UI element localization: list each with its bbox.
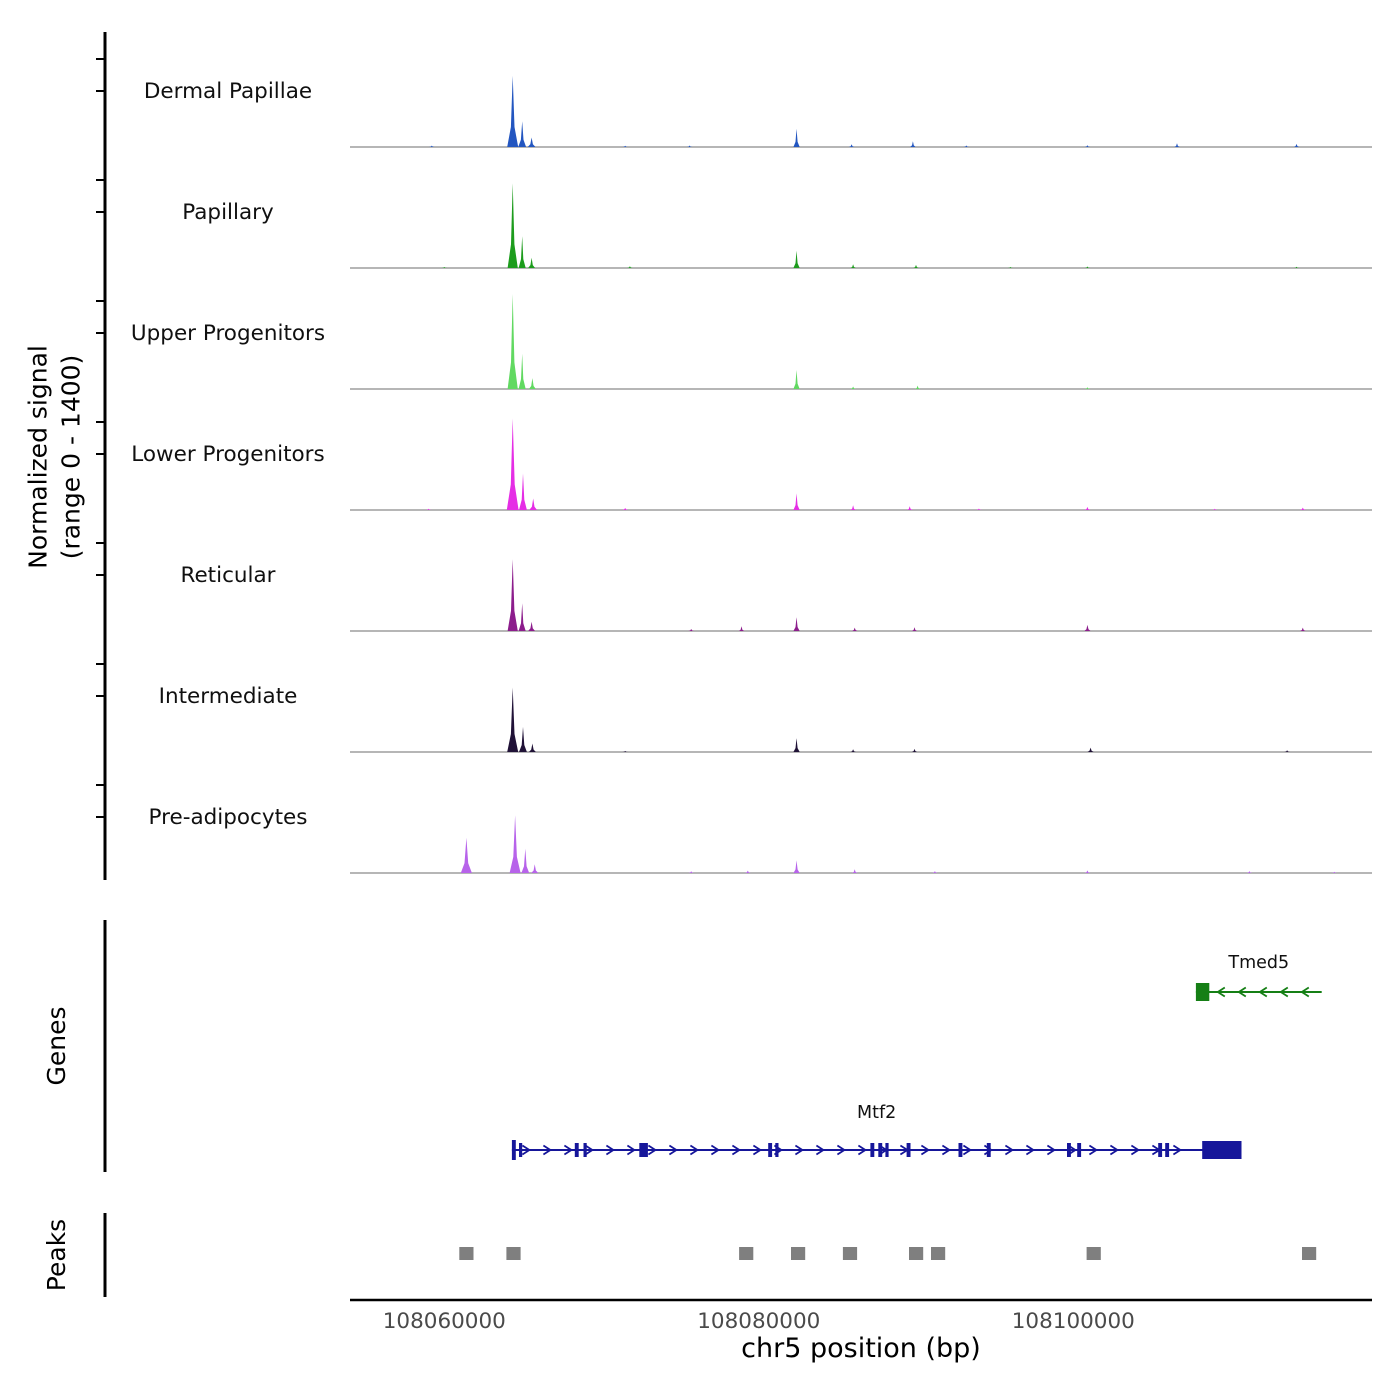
gene-exon-mtf2 [1067, 1143, 1071, 1157]
strand-arrow-mtf2 [1067, 1144, 1078, 1156]
strand-arrow-mtf2 [584, 1144, 595, 1156]
track-label-papillary: Papillary [182, 200, 274, 225]
gene-exon-mtf2 [775, 1143, 779, 1157]
strand-arrow-mtf2 [647, 1144, 658, 1156]
signal-area-upper-progenitors [350, 294, 1372, 389]
gene-exon-mtf2 [958, 1143, 963, 1157]
strand-arrow-mtf2 [815, 1144, 826, 1156]
strand-arrow-mtf2 [1004, 1144, 1015, 1156]
strand-arrow-tmed5 [1258, 986, 1268, 998]
x-axis-title: chr5 position (bp) [741, 1333, 981, 1364]
gene-exon-mtf2 [639, 1143, 648, 1157]
strand-arrow-mtf2 [857, 1144, 868, 1156]
signal-area-intermediate [350, 687, 1372, 752]
peak-region [506, 1247, 521, 1260]
strand-arrow-mtf2 [941, 1144, 952, 1156]
x-tick-label: 108100000 [1011, 1309, 1135, 1334]
genes-section-label: Genes [41, 1006, 71, 1086]
strand-arrow-mtf2 [773, 1144, 784, 1156]
strand-arrow-mtf2 [521, 1144, 532, 1156]
strand-arrow-mtf2 [794, 1144, 805, 1156]
track-label-lower-progenitors: Lower Progenitors [131, 442, 325, 467]
strand-arrow-mtf2 [878, 1144, 889, 1156]
track-label-dermal-papillae: Dermal Papillae [143, 79, 313, 104]
peak-region [1302, 1247, 1317, 1260]
strand-arrow-mtf2 [1172, 1144, 1183, 1156]
gene-name-mtf2: Mtf2 [857, 1103, 897, 1123]
strand-arrow-mtf2 [752, 1144, 763, 1156]
strand-arrow-mtf2 [605, 1144, 616, 1156]
strand-arrow-tmed5 [1279, 986, 1289, 998]
track-label-reticular: Reticular [180, 563, 276, 588]
strand-arrow-mtf2 [983, 1144, 994, 1156]
gene-name-tmed5: Tmed5 [1228, 953, 1290, 973]
gene-exon-mtf2 [870, 1143, 875, 1157]
x-tick-label: 108080000 [697, 1309, 821, 1334]
strand-arrow-mtf2 [1151, 1144, 1162, 1156]
strand-arrow-mtf2 [689, 1144, 700, 1156]
track-label-intermediate: Intermediate [158, 684, 298, 709]
signal-area-lower-progenitors [350, 418, 1372, 510]
strand-arrow-mtf2 [542, 1144, 553, 1156]
strand-arrow-mtf2 [1025, 1144, 1036, 1156]
strand-arrow-mtf2 [731, 1144, 742, 1156]
strand-arrow-mtf2 [836, 1144, 847, 1156]
strand-arrow-mtf2 [563, 1144, 574, 1156]
signal-area-papillary [350, 183, 1372, 268]
x-tick-label: 108060000 [382, 1309, 506, 1334]
track-label-pre-adipocytes: Pre-adipocytes [148, 805, 308, 830]
strand-arrow-mtf2 [920, 1144, 931, 1156]
strand-arrow-mtf2 [626, 1144, 637, 1156]
gene-exon-mtf2 [1165, 1143, 1170, 1157]
strand-arrow-mtf2 [1130, 1144, 1141, 1156]
peak-region [791, 1247, 806, 1260]
track-label-upper-progenitors: Upper Progenitors [130, 321, 326, 346]
gene-exon-mtf2 [511, 1140, 516, 1160]
peak-region [1086, 1247, 1101, 1260]
peak-region [909, 1247, 924, 1260]
peak-region [459, 1247, 474, 1260]
strand-arrow-mtf2 [668, 1144, 679, 1156]
strand-arrow-mtf2 [1046, 1144, 1057, 1156]
gene-exon-mtf2 [878, 1143, 883, 1157]
signal-area-reticular [350, 559, 1372, 631]
signal-area-pre-adipocytes [350, 815, 1372, 873]
signal-axis-label: Normalized signal (range 0 - 1400) [23, 345, 86, 569]
strand-arrow-tmed5 [1216, 986, 1226, 998]
gene-exon-mtf2 [519, 1143, 523, 1157]
signal-area-dermal-papillae [350, 75, 1372, 147]
strand-arrow-tmed5 [1237, 986, 1247, 998]
peak-region [842, 1247, 858, 1260]
strand-arrow-mtf2 [1088, 1144, 1099, 1156]
gene-exon-mtf2 [583, 1143, 587, 1157]
gene-exon-mtf2 [768, 1143, 773, 1157]
gene-exon-mtf2 [574, 1143, 579, 1157]
peak-region [739, 1247, 754, 1260]
gene-thick-exon-tmed5 [1195, 983, 1210, 1001]
strand-arrow-mtf2 [962, 1144, 973, 1156]
strand-arrow-mtf2 [1109, 1144, 1120, 1156]
gene-exon-mtf2 [986, 1143, 991, 1157]
strand-arrow-mtf2 [899, 1144, 910, 1156]
peaks-section-label: Peaks [41, 1218, 71, 1292]
gene-thick-exon-mtf2 [1202, 1141, 1242, 1159]
strand-arrow-mtf2 [710, 1144, 721, 1156]
peak-region [931, 1247, 946, 1260]
gene-exon-mtf2 [1077, 1143, 1082, 1157]
strand-arrow-tmed5 [1300, 986, 1310, 998]
